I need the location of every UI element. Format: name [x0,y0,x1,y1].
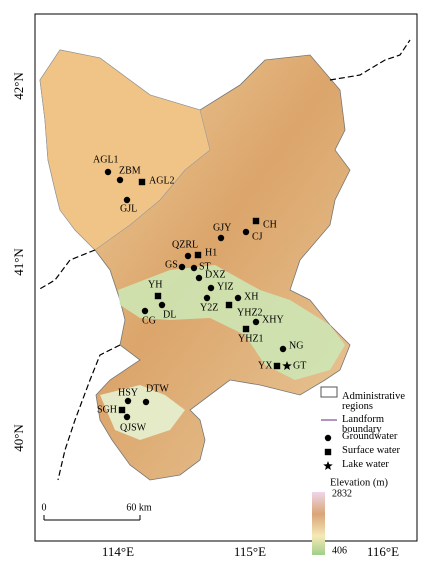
lat-label: 40°N [11,424,26,452]
border [57,344,121,481]
site-label: HSY [118,387,138,398]
lat-label: 42°N [11,72,26,100]
site-marker [138,178,146,186]
legend-label: Groundwater [342,431,398,442]
site-label: QJSW [120,422,147,433]
lon-label: 114°E [102,544,134,559]
scale-label: 0 [42,502,47,513]
legend-marker [324,434,332,442]
site-marker [142,398,150,406]
lon-label: 116°E [367,544,399,559]
site-label: CH [263,219,277,230]
site-label: YX [258,360,273,371]
lat-label: 41°N [11,248,26,276]
site-marker [234,294,242,302]
scale-label: 60 km [126,502,152,513]
site-label: AGL2 [149,175,175,186]
site-label: NG [289,340,303,351]
legend-marker [323,461,333,471]
site-label: H1 [205,247,217,258]
site-label: Y2Z [200,302,218,313]
site-label: YH [148,279,162,290]
legend-marker [320,386,338,398]
site-marker [195,274,203,282]
elevation-bar [312,492,325,555]
site-label: CJ [252,231,263,242]
legend-label: 2832 [332,488,352,499]
legend-label: 406 [332,545,347,556]
site-marker [207,284,215,292]
site-marker [178,263,186,271]
legend-label: Landform boundary [342,414,384,435]
site-label: ST [199,261,211,272]
site-label: XH [244,291,258,302]
site-label: AGL1 [93,154,119,165]
site-marker [118,406,126,414]
legend-marker [324,448,332,456]
site-label: YHZ2 [237,307,263,318]
site-label: GJL [120,203,137,214]
valley-area [118,265,345,380]
site-label: YIZ [217,281,234,292]
site-label: DL [163,309,176,320]
site-marker [124,397,132,405]
site-label: CG [142,315,156,326]
site-marker [242,325,250,333]
site-marker [282,361,292,371]
site-marker [154,292,162,300]
site-marker [242,228,250,236]
site-marker [194,251,202,259]
site-marker [203,294,211,302]
site-label: SGH [97,404,117,415]
lon-label: 115°E [234,544,266,559]
site-marker [116,176,124,184]
site-label: ZBM [119,165,141,176]
site-label: QZRL [172,239,198,250]
valley-area [100,385,185,440]
site-marker [123,196,131,204]
site-marker [217,234,225,242]
site-marker [190,264,198,272]
site-label: GS [165,259,178,270]
site-marker [158,301,166,309]
border [329,39,411,81]
frame [34,13,418,542]
legend-title: Elevation (m) [330,477,389,488]
site-label: XHY [262,314,284,325]
site-label: GT [293,360,306,371]
legend-label: Surface water [342,445,401,456]
plateau-area [39,49,211,251]
site-marker [252,318,260,326]
site-marker [279,345,287,353]
site-label: DTW [146,383,169,394]
site-marker [123,413,131,421]
border [37,249,96,291]
site-marker [141,307,149,315]
site-marker [184,252,192,260]
site-marker [225,301,233,309]
site-marker [252,217,260,225]
site-marker [104,168,112,176]
site-label: DXZ [205,269,226,280]
site-marker [273,362,281,370]
site-label: YHZ1 [238,333,264,344]
site-label: GJY [213,222,231,233]
legend-label: Administrative regions [342,391,405,412]
legend-label: Lake water [342,459,389,470]
